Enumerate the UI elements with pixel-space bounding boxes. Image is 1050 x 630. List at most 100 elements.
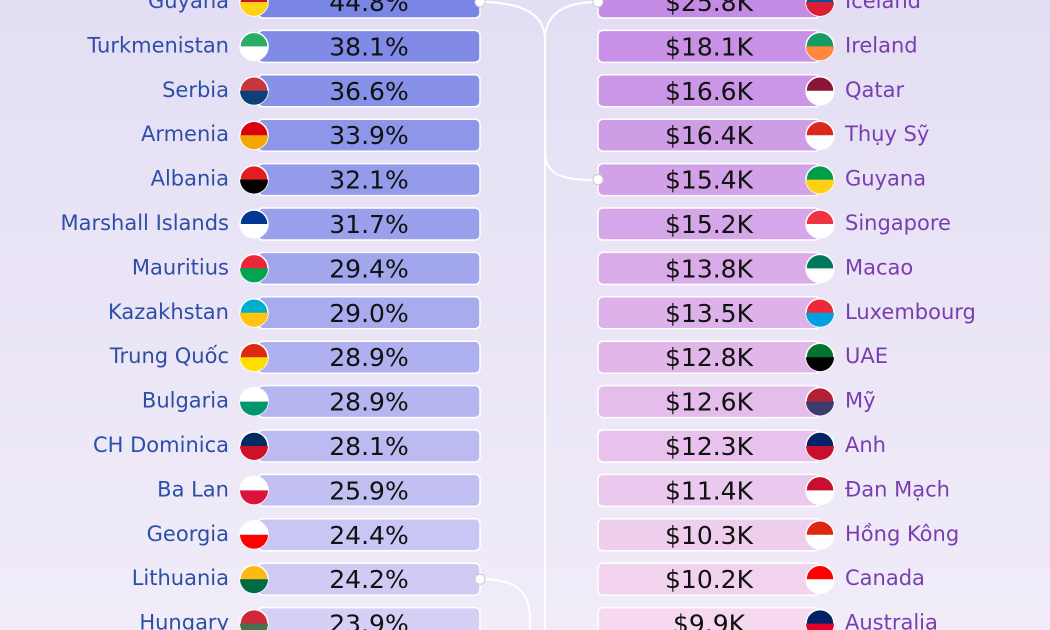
value-label: 38.1%	[329, 32, 408, 61]
flag-icon	[806, 46, 834, 61]
flag-icon	[806, 312, 834, 327]
flag-icon	[240, 579, 268, 594]
flag-icon	[240, 623, 268, 630]
country-name: Serbia	[162, 78, 229, 102]
flag-icon	[240, 135, 268, 150]
flag-icon	[240, 2, 268, 16]
country-name: Armenia	[141, 122, 229, 146]
country-name: Hungary	[139, 611, 229, 630]
country-name: Guyana	[148, 0, 229, 13]
country-name: Lithuania	[132, 566, 229, 590]
country-name: Australia	[845, 611, 938, 630]
country-name: Bulgaria	[142, 389, 229, 413]
flag-icon	[240, 312, 268, 327]
flag-icon	[806, 534, 834, 549]
flag-icon	[806, 268, 834, 283]
value-label: 24.2%	[329, 565, 408, 594]
country-name: Kazakhstan	[108, 300, 229, 324]
connector-dot	[592, 0, 604, 8]
value-label: $16.4K	[665, 121, 754, 150]
flag-icon	[240, 90, 268, 105]
flag-icon	[806, 579, 834, 594]
flag-icon	[240, 357, 268, 372]
country-name: UAE	[845, 344, 888, 368]
value-label: $11.4K	[665, 476, 754, 505]
country-name: Canada	[845, 566, 925, 590]
country-name: Mỹ	[845, 389, 876, 413]
country-name: Trung Quốc	[109, 344, 229, 368]
value-label: 25.9%	[329, 476, 408, 505]
value-label: 29.4%	[329, 254, 408, 283]
value-label: 33.9%	[329, 121, 408, 150]
country-name: Singapore	[845, 211, 951, 235]
value-label: 23.9%	[329, 610, 408, 630]
flag-icon	[240, 446, 268, 460]
value-label: 24.4%	[329, 521, 408, 550]
flag-icon	[806, 224, 834, 238]
connector	[544, 1, 599, 41]
value-label: $10.3K	[665, 521, 754, 550]
flag-icon	[806, 623, 834, 630]
country-name: Marshall Islands	[60, 211, 229, 235]
flag-icon	[806, 2, 834, 16]
value-label: 28.9%	[329, 343, 408, 372]
connector	[479, 578, 531, 630]
country-name: Hồng Kông	[845, 522, 959, 546]
flag-icon	[240, 224, 268, 238]
country-name: Luxembourg	[845, 300, 976, 324]
value-label: 29.0%	[329, 299, 408, 328]
country-name: Thụy Sỹ	[844, 122, 929, 146]
value-label: 36.6%	[329, 77, 408, 106]
connector-dot	[474, 0, 486, 8]
connector-dot	[474, 573, 486, 585]
flag-icon	[806, 446, 834, 460]
country-name: Georgia	[147, 522, 229, 546]
value-label: $13.8K	[665, 254, 754, 283]
value-label: $15.4K	[665, 166, 754, 195]
flag-icon	[806, 135, 834, 150]
country-name: Ireland	[845, 33, 918, 57]
flag-icon	[806, 490, 834, 505]
value-label: 44.8%	[329, 0, 408, 17]
value-label: $12.6K	[665, 388, 754, 417]
flag-icon	[240, 46, 268, 61]
country-name: Macao	[845, 255, 913, 279]
country-name: CH Dominica	[93, 433, 229, 457]
connector-dot	[592, 174, 604, 186]
country-name: Turkmenistan	[86, 33, 229, 57]
connector	[544, 40, 599, 181]
flag-icon	[240, 401, 268, 416]
value-label: $12.8K	[665, 343, 754, 372]
value-label: $25.8K	[665, 0, 754, 17]
rows: 44.8% Guyana 38.1% Turkmenistan 36.6% Serbia 3…	[60, 0, 976, 630]
country-name: Albania	[151, 167, 229, 191]
value-label: $9.9K	[673, 610, 746, 630]
country-name: Anh	[845, 433, 886, 457]
value-label: 28.9%	[329, 388, 408, 417]
value-label: $18.1K	[665, 32, 754, 61]
flag-icon	[806, 401, 834, 416]
value-label: 31.7%	[329, 210, 408, 239]
value-label: 28.1%	[329, 432, 408, 461]
value-label: 32.1%	[329, 166, 408, 195]
country-name: Đan Mạch	[845, 477, 950, 501]
flag-icon	[806, 179, 834, 194]
flag-icon	[240, 268, 268, 283]
country-name: Ba Lan	[157, 477, 229, 501]
country-name: Guyana	[845, 167, 926, 191]
country-name: Qatar	[845, 78, 905, 102]
country-name: Mauritius	[132, 255, 229, 279]
value-label: $12.3K	[665, 432, 754, 461]
value-label: $10.2K	[665, 565, 754, 594]
value-label: $13.5K	[665, 299, 754, 328]
flag-icon	[240, 490, 268, 505]
flag-icon	[240, 179, 268, 194]
flag-icon	[806, 90, 834, 105]
value-label: $15.2K	[665, 210, 754, 239]
flag-icon	[806, 357, 834, 372]
flag-icon	[240, 534, 268, 549]
value-label: $16.6K	[665, 77, 754, 106]
country-name: Iceland	[845, 0, 921, 13]
